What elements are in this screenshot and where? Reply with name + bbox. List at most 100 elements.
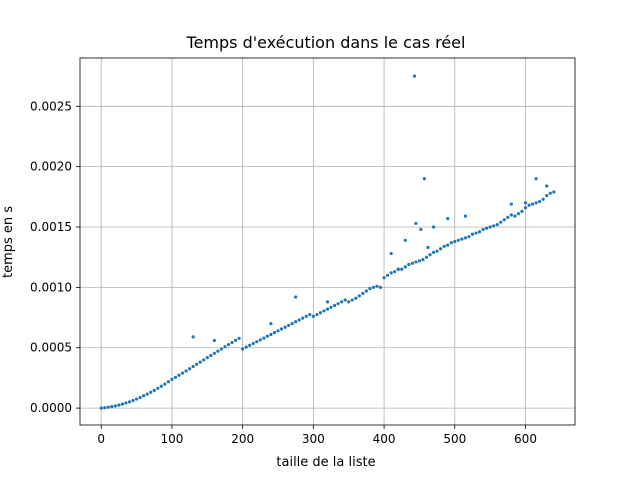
data-point xyxy=(230,340,234,345)
data-point xyxy=(301,316,305,320)
data-point xyxy=(410,261,414,265)
data-point xyxy=(523,206,528,210)
data-point xyxy=(325,300,330,304)
data-point xyxy=(428,253,432,257)
data-point xyxy=(290,321,294,326)
data-point xyxy=(149,390,153,394)
data-point xyxy=(258,338,262,342)
y-tick-label: 0.0020 xyxy=(30,160,72,174)
data-point xyxy=(477,230,482,234)
data-point xyxy=(435,249,439,253)
data-point xyxy=(315,312,319,317)
y-tick-label: 0.0010 xyxy=(30,280,72,294)
data-point xyxy=(499,220,503,224)
data-point xyxy=(417,259,422,263)
data-point xyxy=(426,245,430,250)
data-point xyxy=(364,289,368,293)
data-point xyxy=(212,351,216,355)
data-point xyxy=(520,209,524,213)
data-point xyxy=(340,300,344,304)
data-point xyxy=(463,214,467,218)
data-point xyxy=(110,405,114,409)
data-point xyxy=(332,303,337,308)
data-point xyxy=(233,338,238,342)
data-point xyxy=(516,212,521,216)
data-point xyxy=(386,273,390,277)
data-point xyxy=(294,320,298,324)
data-point xyxy=(389,271,393,275)
data-point xyxy=(124,401,128,405)
data-point xyxy=(371,285,376,289)
data-point xyxy=(350,298,354,302)
y-axis-label: temps en s xyxy=(1,206,16,278)
data-point xyxy=(534,177,538,181)
x-tick-label: 600 xyxy=(514,432,537,446)
x-tick-label: 300 xyxy=(302,432,325,446)
data-point xyxy=(485,226,489,230)
data-point xyxy=(422,177,426,181)
data-point xyxy=(251,341,255,346)
data-point xyxy=(103,406,107,410)
data-point xyxy=(375,284,379,288)
data-point xyxy=(209,353,213,358)
data-point xyxy=(495,222,499,227)
data-point xyxy=(552,190,556,194)
data-point xyxy=(509,213,513,217)
data-point xyxy=(419,227,423,232)
data-point xyxy=(106,405,110,409)
data-point xyxy=(131,398,135,403)
data-point xyxy=(382,276,386,280)
data-point xyxy=(184,369,188,373)
data-point xyxy=(180,371,185,375)
y-tick-label: 0.0015 xyxy=(30,220,72,234)
data-point xyxy=(99,406,103,410)
data-point xyxy=(152,388,156,392)
data-point xyxy=(343,298,347,302)
y-tick-label: 0.0005 xyxy=(30,341,72,355)
data-point xyxy=(414,221,418,225)
data-point xyxy=(431,250,436,254)
x-tick-label: 200 xyxy=(231,432,254,446)
data-point xyxy=(304,314,308,318)
data-point xyxy=(248,343,252,347)
data-point xyxy=(403,238,407,242)
data-point xyxy=(414,260,418,264)
data-point xyxy=(297,318,301,322)
data-point xyxy=(431,225,436,229)
data-point xyxy=(389,251,393,256)
data-point xyxy=(541,197,545,201)
data-point xyxy=(463,236,467,240)
data-point xyxy=(446,243,450,247)
data-point xyxy=(412,74,417,78)
data-point xyxy=(534,201,538,205)
data-point xyxy=(127,400,132,404)
data-point xyxy=(269,321,273,326)
data-point xyxy=(421,258,425,262)
chart-title: Temps d'exécution dans le cas réel xyxy=(186,33,466,52)
data-point xyxy=(403,265,407,269)
data-point xyxy=(400,267,404,271)
data-point xyxy=(212,338,216,343)
data-point xyxy=(308,312,312,317)
data-point xyxy=(226,342,231,347)
data-point xyxy=(294,295,298,299)
data-point xyxy=(506,215,510,219)
data-point xyxy=(283,325,287,329)
plot-frame xyxy=(79,57,576,426)
data-point xyxy=(329,305,333,309)
data-point xyxy=(241,347,245,351)
data-point xyxy=(170,377,174,381)
data-point xyxy=(113,404,117,408)
data-point xyxy=(163,382,167,386)
data-point xyxy=(156,386,160,390)
data-point xyxy=(460,237,464,241)
data-point xyxy=(513,214,517,218)
data-point xyxy=(488,225,492,229)
data-point xyxy=(509,202,513,206)
data-point xyxy=(336,302,340,306)
data-point xyxy=(502,218,506,222)
data-point xyxy=(138,395,142,400)
data-point xyxy=(354,296,358,300)
data-point xyxy=(191,364,195,369)
y-tick-label: 0.0000 xyxy=(30,401,72,415)
